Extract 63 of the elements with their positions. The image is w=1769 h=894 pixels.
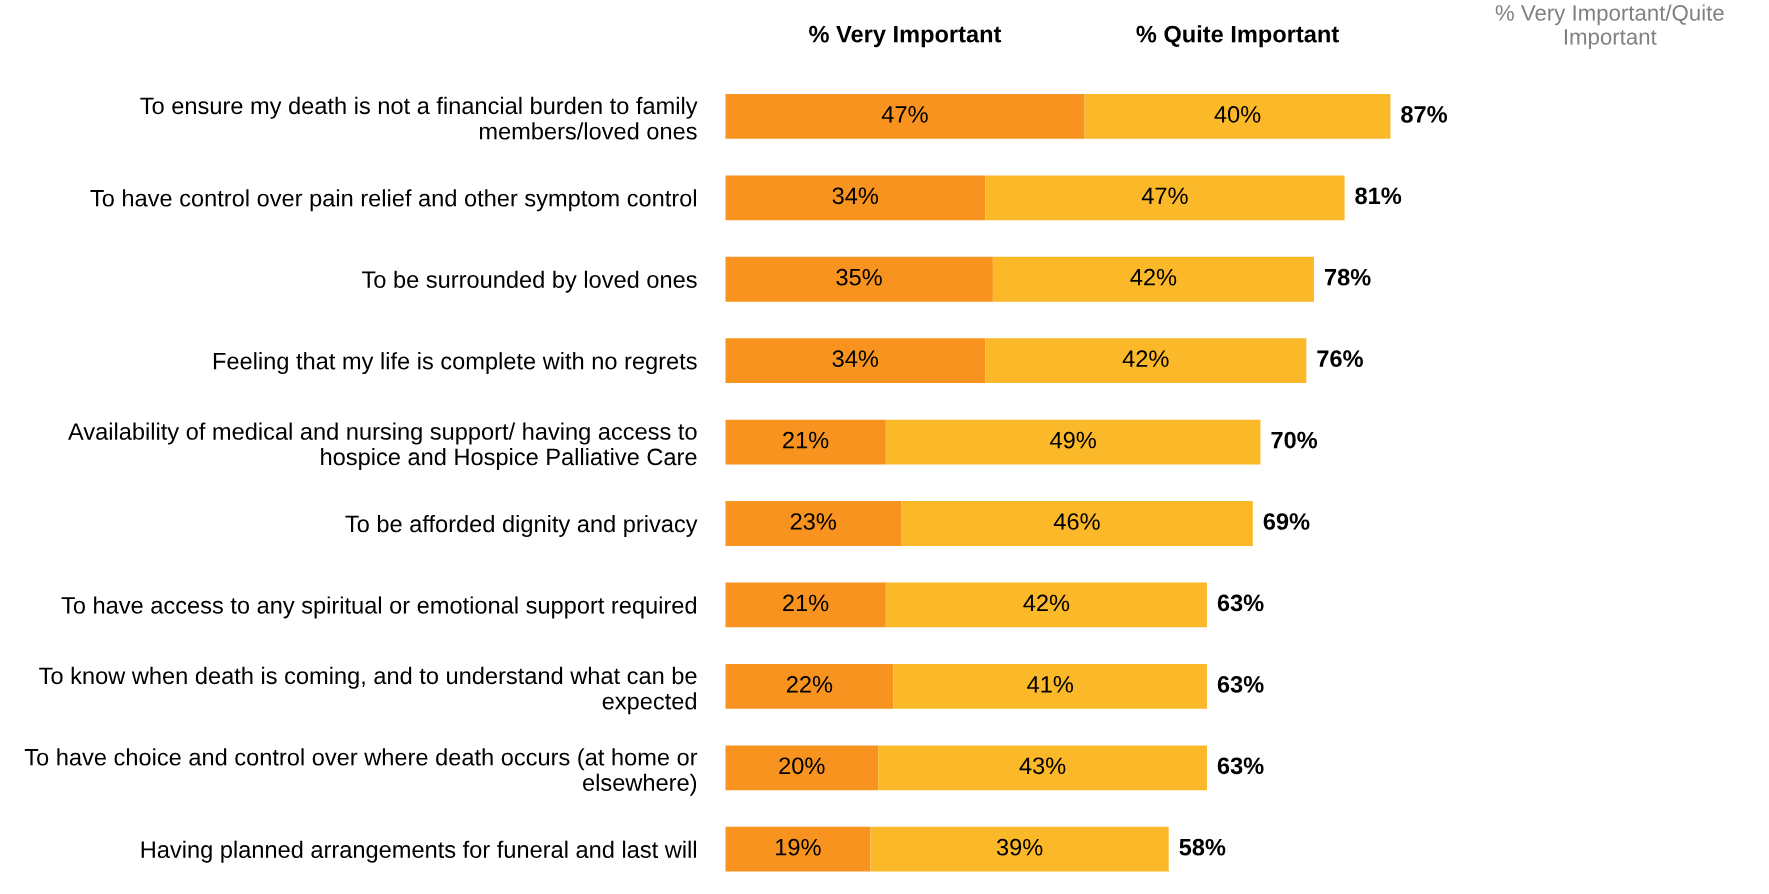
data-label: 42% xyxy=(1130,268,1177,286)
total-label: 69% xyxy=(1263,513,1310,530)
data-label: 42% xyxy=(1023,594,1070,612)
data-label: 47% xyxy=(1141,187,1188,205)
y-tick-label: To have access to any spiritual or emotional support required xyxy=(61,596,697,619)
total-label: 70% xyxy=(1271,431,1318,449)
y-tick-label: To be afforded dignity and privacy xyxy=(345,514,698,537)
total-label: 58% xyxy=(1179,838,1226,856)
y-tick-label: Availability of medical and nursing support/ having access to hospice and Hospice Palliative Care xyxy=(68,422,697,470)
y-tick-label: To know when death is coming, and to understand what can be expected xyxy=(39,666,697,715)
data-label: 34% xyxy=(832,187,879,205)
total-label: 63% xyxy=(1217,675,1264,693)
total-label: 78% xyxy=(1324,268,1371,286)
data-label: 20% xyxy=(779,757,825,775)
total-label: 81% xyxy=(1355,187,1402,205)
bar xyxy=(901,501,1253,546)
bar xyxy=(885,419,1261,465)
series-label: % Quite Important xyxy=(1136,25,1339,48)
total-label: 63% xyxy=(1217,594,1264,612)
data-label: 41% xyxy=(1027,676,1074,693)
bar xyxy=(985,175,1345,221)
data-label: 23% xyxy=(790,513,836,530)
data-label: 47% xyxy=(881,106,928,123)
bar xyxy=(893,663,1207,709)
total-label: 87% xyxy=(1401,106,1448,123)
bar xyxy=(725,826,871,872)
y-tick-label: Having planned arrangements for funeral and last will xyxy=(141,840,696,863)
y-tick-label: Feeling that my life is complete with no regrets xyxy=(213,352,697,375)
bar xyxy=(725,94,1085,139)
y-tick-label: To have choice and control over where death occurs (at home or elsewhere) xyxy=(24,748,698,796)
bar xyxy=(725,501,902,546)
data-label: 43% xyxy=(1019,757,1066,775)
bar xyxy=(992,256,1314,302)
bar xyxy=(878,745,1207,791)
bar xyxy=(725,175,986,221)
bar xyxy=(885,582,1207,628)
y-tick-label: To have control over pain relief and other symptom control xyxy=(90,189,696,212)
y-tick-label: To be surrounded by loved ones xyxy=(362,270,697,293)
bar xyxy=(725,256,993,302)
bar xyxy=(725,663,894,709)
bar xyxy=(1084,94,1391,139)
data-label: 40% xyxy=(1214,106,1261,123)
data-label: 21% xyxy=(783,594,829,612)
y-tick-label: To ensure my death is not a financial burden to family members/loved ones xyxy=(140,96,698,140)
bar xyxy=(725,338,986,384)
bar xyxy=(870,826,1169,872)
total-label: 76% xyxy=(1317,350,1363,367)
data-label: 35% xyxy=(836,268,882,286)
text: % Very Important/Quite Important xyxy=(1495,4,1724,50)
bar xyxy=(725,745,879,791)
bar xyxy=(725,419,886,465)
data-label: 22% xyxy=(786,675,833,693)
total-label: 63% xyxy=(1217,757,1264,775)
data-label: 39% xyxy=(996,838,1043,856)
data-label: 49% xyxy=(1050,431,1096,449)
data-label: 34% xyxy=(832,350,879,367)
bar xyxy=(725,582,886,628)
data-label: 42% xyxy=(1122,350,1169,367)
data-label: 19% xyxy=(776,838,821,856)
data-label: 21% xyxy=(783,431,829,449)
series-label: % Very Important xyxy=(809,25,1002,48)
data-label: 46% xyxy=(1053,513,1100,530)
bar xyxy=(985,338,1307,384)
